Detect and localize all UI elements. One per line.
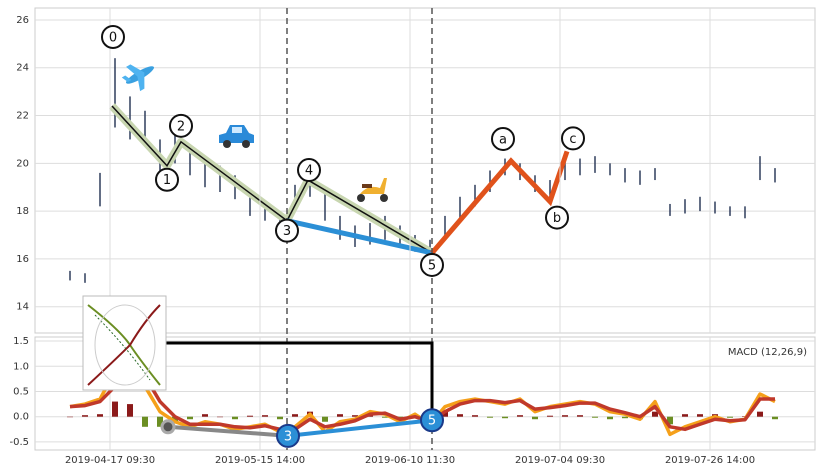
histogram-bar (187, 416, 193, 420)
x-tick-label: 2019-07-04 09:30 (515, 455, 605, 466)
wave-label-circle (545, 205, 569, 230)
wave-label-circle (275, 218, 299, 243)
histogram-bar (697, 414, 703, 417)
histogram-bar (157, 416, 163, 427)
histogram-bar (67, 416, 73, 418)
histogram-bar (472, 415, 478, 417)
x-tick-label: 2019-04-17 09:30 (65, 455, 155, 466)
y-tick-label: -0.5 (9, 437, 29, 448)
x-tick-label: 2019-05-15 14:00 (215, 455, 305, 466)
wave-label: 5 (428, 414, 436, 429)
wave-label: 0 (109, 30, 117, 45)
histogram-bar (382, 416, 388, 418)
histogram-bar (577, 415, 583, 417)
wave-label-circle (491, 126, 515, 151)
wave-label: c (569, 132, 576, 147)
histogram-bar (352, 415, 358, 417)
histogram-bar (322, 416, 328, 422)
y-tick-label: 0.0 (13, 412, 29, 423)
histogram-bar (262, 415, 268, 417)
histogram-bar (172, 416, 178, 422)
y-tick-label: 20 (16, 158, 29, 169)
histogram-bar (652, 411, 658, 417)
thumbnail (82, 295, 167, 391)
histogram-bar (247, 415, 253, 417)
wave-label: 3 (284, 429, 292, 444)
scooter-icon (357, 178, 388, 202)
histogram-bar (202, 414, 208, 417)
y-tick-label: 14 (16, 302, 29, 313)
wave-label-circle (297, 158, 321, 183)
histogram-bar (622, 416, 628, 419)
histogram-bar (217, 416, 223, 418)
macd-label: MACD (12,26,9) (728, 347, 807, 358)
wave-label-circle (155, 167, 179, 192)
histogram-bar (127, 404, 133, 417)
histogram-bar (607, 416, 613, 420)
wave-label-circle (101, 24, 125, 49)
histogram-bar (502, 416, 508, 419)
histogram-bar (532, 416, 538, 420)
macd-wave (287, 418, 433, 438)
wave-label: a (499, 132, 507, 147)
overlay (82, 64, 388, 391)
price-panel (34, 7, 816, 334)
histogram-bar (277, 416, 283, 420)
wave-link (286, 218, 433, 256)
wave-label: 5 (428, 258, 436, 273)
histogram-bar (337, 414, 343, 417)
x-tick-label: 2019-06-10 11:30 (365, 455, 455, 466)
wave-label: 4 (305, 164, 313, 179)
histogram-bar (112, 401, 118, 417)
correction-wave (430, 150, 570, 255)
airplane-icon (121, 64, 154, 92)
histogram-bar (562, 415, 568, 417)
macd-wave-point (420, 408, 444, 433)
y-tick-label: 1.5 (13, 336, 29, 347)
histogram-bar (727, 416, 733, 418)
histogram-bar (457, 414, 463, 417)
histogram-bar (592, 416, 598, 418)
y-tick-label: 26 (16, 15, 29, 26)
histogram-bar (667, 416, 673, 425)
macd-wave-point (276, 423, 300, 448)
wave-label-circle (420, 252, 444, 277)
histogram-bar (97, 414, 103, 417)
wave-label-circle (561, 126, 585, 151)
car-icon (219, 125, 254, 148)
wave-label-circle (169, 113, 193, 138)
histogram-bar (442, 411, 448, 417)
x-tick-label: 2019-07-26 14:00 (665, 455, 755, 466)
histogram-bar (517, 415, 523, 417)
wave-label: 2 (177, 119, 185, 134)
histogram-bar (547, 415, 553, 417)
histogram-bar (82, 415, 88, 417)
y-tick-label: 22 (16, 111, 29, 122)
y-tick-label: 16 (16, 254, 29, 265)
wave-label: b (553, 211, 561, 226)
wave-label: 1 (163, 173, 171, 188)
wave-label: 3 (283, 224, 291, 239)
histogram-bar (487, 416, 493, 418)
impulse-wave (111, 105, 433, 254)
histogram-bar (772, 416, 778, 420)
y-tick-label: 1.0 (13, 361, 29, 372)
y-tick-label: 24 (16, 63, 29, 74)
histogram-bar (682, 414, 688, 417)
histogram-bar (292, 414, 298, 417)
macd-wave-point (160, 419, 176, 435)
macd-wave (167, 424, 289, 438)
y-tick-label: 18 (16, 206, 29, 217)
histogram-bar (757, 411, 763, 417)
histogram-bar (142, 416, 148, 427)
y-tick-label: 0.5 (13, 386, 29, 397)
connector (166, 341, 434, 421)
histogram-bar (232, 416, 238, 420)
